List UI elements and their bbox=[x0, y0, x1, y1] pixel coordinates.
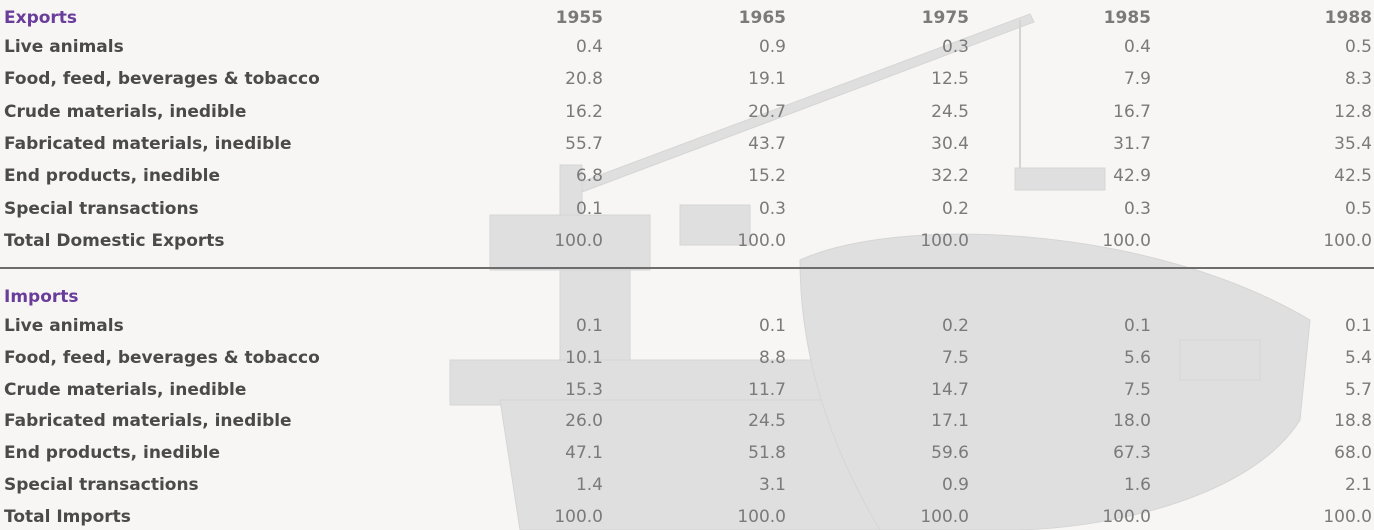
cell-value: 24.5 bbox=[748, 411, 786, 431]
cell-value: 0.9 bbox=[942, 475, 969, 495]
cell-value: 5.4 bbox=[1345, 348, 1372, 368]
cell-value: 42.5 bbox=[1334, 166, 1372, 186]
bow-structure bbox=[1180, 340, 1260, 380]
cell-value: 2.1 bbox=[1345, 475, 1372, 495]
cell-value: 100.0 bbox=[1323, 231, 1372, 251]
row-label: Fabricated materials, inedible bbox=[4, 411, 292, 431]
cell-value: 0.1 bbox=[759, 316, 786, 336]
deck bbox=[450, 360, 860, 405]
cell-value: 15.3 bbox=[565, 380, 603, 400]
column-header: 1975 bbox=[922, 8, 969, 28]
row-label: Food, feed, beverages & tobacco bbox=[4, 348, 320, 368]
cell-value: 10.1 bbox=[565, 348, 603, 368]
cell-value: 0.1 bbox=[1345, 316, 1372, 336]
cell-value: 55.7 bbox=[565, 134, 603, 154]
row-label: Live animals bbox=[4, 37, 124, 57]
cell-value: 8.3 bbox=[1345, 69, 1372, 89]
cell-value: 30.4 bbox=[931, 134, 969, 154]
cell-value: 6.8 bbox=[576, 166, 603, 186]
cell-value: 51.8 bbox=[748, 443, 786, 463]
cell-value: 0.2 bbox=[942, 199, 969, 219]
row-label: Crude materials, inedible bbox=[4, 102, 246, 122]
cell-value: 7.5 bbox=[942, 348, 969, 368]
row-label: Special transactions bbox=[4, 475, 199, 495]
cell-value: 12.8 bbox=[1334, 102, 1372, 122]
row-label: Live animals bbox=[4, 316, 124, 336]
row-label: Crude materials, inedible bbox=[4, 380, 246, 400]
cell-value: 67.3 bbox=[1113, 443, 1151, 463]
cell-value: 68.0 bbox=[1334, 443, 1372, 463]
cell-value: 26.0 bbox=[565, 411, 603, 431]
cell-value: 100.0 bbox=[737, 231, 786, 251]
cell-value: 0.4 bbox=[1124, 37, 1151, 57]
cell-value: 100.0 bbox=[1102, 231, 1151, 251]
cell-value: 11.7 bbox=[748, 380, 786, 400]
cell-value: 0.5 bbox=[1345, 37, 1372, 57]
section-divider bbox=[0, 267, 1374, 269]
cell-value: 100.0 bbox=[1323, 507, 1372, 527]
mast bbox=[560, 270, 630, 360]
cell-value: 0.5 bbox=[1345, 199, 1372, 219]
column-header: 1985 bbox=[1104, 8, 1151, 28]
cell-value: 3.1 bbox=[759, 475, 786, 495]
cell-value: 0.3 bbox=[942, 37, 969, 57]
cell-value: 43.7 bbox=[748, 134, 786, 154]
section-title: Imports bbox=[4, 287, 79, 307]
cell-value: 1.4 bbox=[576, 475, 603, 495]
cell-value: 0.4 bbox=[576, 37, 603, 57]
cell-value: 1.6 bbox=[1124, 475, 1151, 495]
cell-value: 59.6 bbox=[931, 443, 969, 463]
cell-value: 35.4 bbox=[1334, 134, 1372, 154]
cell-value: 100.0 bbox=[920, 231, 969, 251]
cell-value: 31.7 bbox=[1113, 134, 1151, 154]
cell-value: 100.0 bbox=[554, 507, 603, 527]
row-label: Fabricated materials, inedible bbox=[4, 134, 292, 154]
cell-value: 5.6 bbox=[1124, 348, 1151, 368]
column-header: 1988 bbox=[1325, 8, 1372, 28]
cell-value: 19.1 bbox=[748, 69, 786, 89]
cell-value: 12.5 bbox=[931, 69, 969, 89]
row-label: Total Imports bbox=[4, 507, 131, 527]
cell-value: 5.7 bbox=[1345, 380, 1372, 400]
row-label: Total Domestic Exports bbox=[4, 231, 225, 251]
cell-value: 100.0 bbox=[554, 231, 603, 251]
cell-value: 7.5 bbox=[1124, 380, 1151, 400]
cell-value: 0.3 bbox=[759, 199, 786, 219]
cell-value: 100.0 bbox=[1102, 507, 1151, 527]
row-label: End products, inedible bbox=[4, 166, 220, 186]
cell-value: 16.7 bbox=[1113, 102, 1151, 122]
cell-value: 14.7 bbox=[931, 380, 969, 400]
cell-value: 0.2 bbox=[942, 316, 969, 336]
hull-bow bbox=[800, 234, 1310, 530]
cell-value: 0.1 bbox=[576, 316, 603, 336]
cell-value: 47.1 bbox=[565, 443, 603, 463]
cell-value: 0.1 bbox=[576, 199, 603, 219]
column-header: 1955 bbox=[556, 8, 603, 28]
cell-value: 100.0 bbox=[737, 507, 786, 527]
cell-value: 42.9 bbox=[1113, 166, 1151, 186]
cell-value: 16.2 bbox=[565, 102, 603, 122]
column-header: 1965 bbox=[739, 8, 786, 28]
cell-value: 32.2 bbox=[931, 166, 969, 186]
cell-value: 0.9 bbox=[759, 37, 786, 57]
crane-load bbox=[1015, 168, 1105, 190]
cell-value: 18.0 bbox=[1113, 411, 1151, 431]
cell-value: 0.1 bbox=[1124, 316, 1151, 336]
section-title: Exports bbox=[4, 8, 77, 28]
row-label: End products, inedible bbox=[4, 443, 220, 463]
row-label: Food, feed, beverages & tobacco bbox=[4, 69, 320, 89]
cell-value: 20.7 bbox=[748, 102, 786, 122]
cell-value: 8.8 bbox=[759, 348, 786, 368]
page: Exports 1955 1965 1975 1985 1988 Live animals 0… bbox=[0, 0, 1374, 530]
cell-value: 17.1 bbox=[931, 411, 969, 431]
row-label: Special transactions bbox=[4, 199, 199, 219]
cell-value: 20.8 bbox=[565, 69, 603, 89]
cell-value: 18.8 bbox=[1334, 411, 1372, 431]
cell-value: 100.0 bbox=[920, 507, 969, 527]
cell-value: 7.9 bbox=[1124, 69, 1151, 89]
cell-value: 15.2 bbox=[748, 166, 786, 186]
cell-value: 24.5 bbox=[931, 102, 969, 122]
cell-value: 0.3 bbox=[1124, 199, 1151, 219]
